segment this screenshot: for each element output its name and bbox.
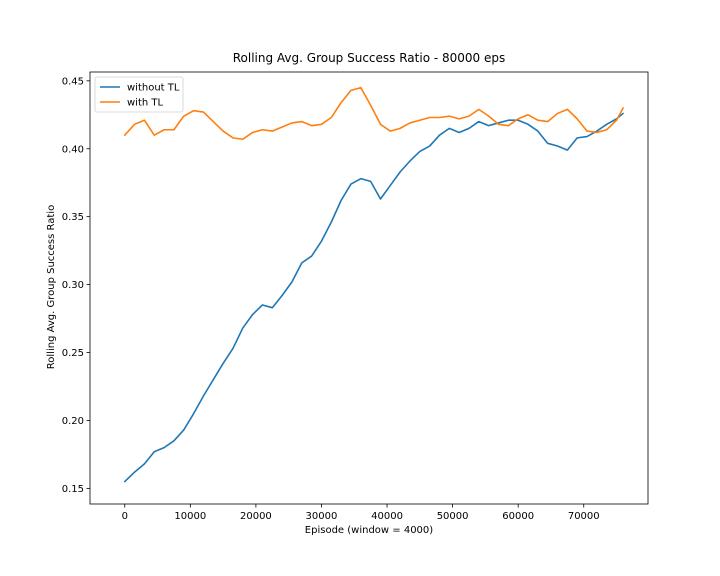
y-axis-label: Rolling Avg. Group Success Ratio <box>46 205 57 369</box>
y-tick-label: 0.20 <box>62 416 84 427</box>
series-line-without-tl <box>123 112 624 483</box>
y-tick-label: 0.45 <box>62 76 84 87</box>
chart-title: Rolling Avg. Group Success Ratio - 80000… <box>233 51 506 65</box>
x-tick-label: 10000 <box>174 511 206 522</box>
x-tick-label: 40000 <box>371 511 403 522</box>
y-tick-label: 0.15 <box>62 484 84 495</box>
x-tick-label: 30000 <box>306 511 338 522</box>
y-tick-label: 0.40 <box>62 144 84 155</box>
x-tick-label: 60000 <box>502 511 534 522</box>
legend-box <box>94 76 184 113</box>
x-tick-label: 20000 <box>240 511 272 522</box>
x-axis-label: Episode (window = 4000) <box>305 525 433 536</box>
plot-area: 0 10000 20000 30000 40000 50000 60000 70000 0.15… <box>62 71 649 522</box>
legend-label: with TL <box>127 98 164 109</box>
legend-label: without TL <box>127 83 180 94</box>
axes-frame <box>89 71 649 505</box>
y-tick-label: 0.35 <box>62 212 84 223</box>
x-tick-label: 70000 <box>568 511 600 522</box>
y-tick-label: 0.30 <box>62 280 84 291</box>
x-tick-label: 0 <box>122 511 128 522</box>
x-tick-label: 50000 <box>437 511 469 522</box>
series-line-with-tl <box>123 86 624 141</box>
y-tick-label: 0.25 <box>62 348 84 359</box>
